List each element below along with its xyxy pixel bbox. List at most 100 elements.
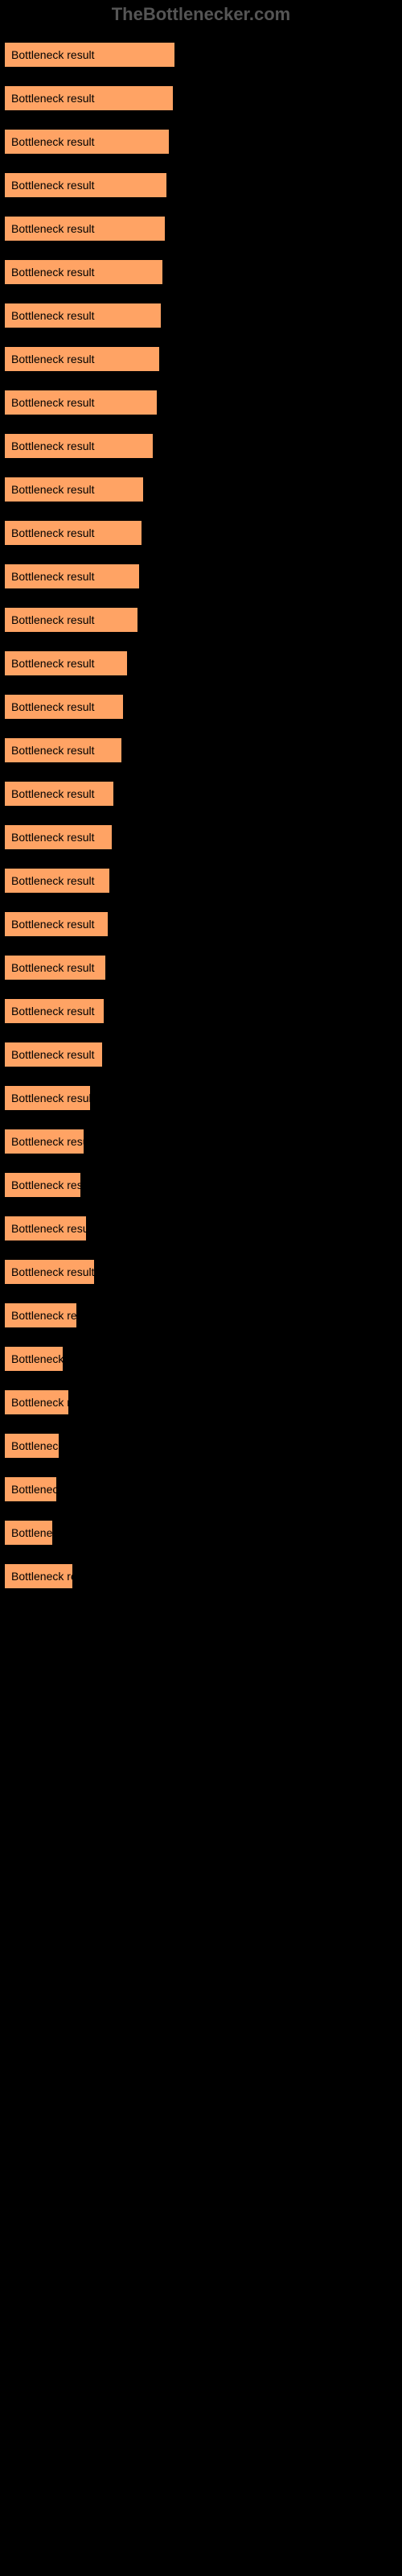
bar-track: Bottleneck result42 [4, 303, 398, 328]
bar-fill: Bottleneck result [4, 172, 167, 198]
bar-inner-label: Bottleneck result [5, 440, 95, 452]
bar-track: Bottleneck result 42 [4, 390, 398, 415]
bar-inner-label: Bottleneck result [5, 266, 95, 279]
bar-group: Bottleneck result43 [4, 129, 398, 155]
bar-inner-label: Bottleneck result [5, 135, 95, 148]
bar-group: Bottleneck result22 [4, 1216, 398, 1241]
bar-group: Bottleneck result26 [4, 1042, 398, 1067]
bar-track: Bottleneck result37 [4, 520, 398, 546]
bar-value: 23 [91, 1085, 109, 1111]
bar-value: 14 [57, 1476, 76, 1502]
bar-fill: Bottleneck result [4, 42, 175, 68]
bar-fill: Bottleneck result [4, 868, 110, 894]
bar-inner-label: Bottleneck result [5, 657, 95, 670]
bar-fill: Bottleneck result [4, 1085, 91, 1111]
bar-track: Bottleneck result36 [4, 607, 398, 633]
bar-fill: Bottleneck result [4, 1476, 57, 1502]
bar-value: 37 [140, 564, 158, 589]
bar-value: 18 [73, 1563, 92, 1589]
bar-value: 44 [174, 85, 192, 111]
bar-value: 29 [110, 868, 129, 894]
bar-group: Bottleneck result42 [4, 303, 398, 328]
bar-fill: Bottleneck result [4, 607, 138, 633]
bar-value: 44 [175, 42, 194, 68]
bar-track: Bottleneck result19 [4, 1302, 398, 1328]
bar-track: Bottleneck result21 [4, 1129, 398, 1154]
bar-fill: Bottleneck result [4, 955, 106, 980]
bar-track: Bottleneck result26 [4, 1042, 398, 1067]
bar-group: Bottleneck result20 [4, 1172, 398, 1198]
bar-track: Bottleneck result 37 [4, 564, 398, 589]
bar-track: Bottleneck result17 [4, 1389, 398, 1415]
bar-group: Bottleneck result14 [4, 1476, 398, 1502]
bar-track: Bottleneck result 44 [4, 85, 398, 111]
bar-value: 32 [122, 737, 141, 763]
bar-group: Bottleneck result43 [4, 172, 398, 198]
bar-value: 37 [142, 520, 161, 546]
bar-value: 32 [124, 694, 142, 720]
bar-track: Bottleneck result14 [4, 1476, 398, 1502]
bar-track: Bottleneck result40 [4, 433, 398, 459]
bar-inner-label: Bottleneck result [5, 1135, 84, 1148]
bar-value: 13 [53, 1520, 72, 1546]
bar-group: Bottleneck result13 [4, 1520, 398, 1546]
watermark-text: TheBottlenecker.com [112, 4, 291, 24]
bar-track: Bottleneck result 44 [4, 42, 398, 68]
bar-group: Bottleneck result18 [4, 1563, 398, 1589]
bar-group: Bottleneck result21 [4, 1129, 398, 1154]
bar-inner-label: Bottleneck result [5, 700, 95, 713]
bar-value: 37 [144, 477, 162, 502]
bar-track: Bottleneck result14 [4, 1433, 398, 1459]
bar-group: Bottleneck result29 [4, 781, 398, 807]
bar-fill: Bottleneck result [4, 85, 174, 111]
bar-group: Bottleneck result 44 [4, 85, 398, 111]
bar-inner-label: Bottleneck result [5, 92, 95, 105]
bar-fill: Bottleneck result [4, 433, 154, 459]
bar-track: Bottleneck result42 [4, 346, 398, 372]
bar-fill: Bottleneck result [4, 694, 124, 720]
bar-group: Bottleneck result37 [4, 477, 398, 502]
bar-value: 36 [138, 607, 157, 633]
bar-value: 43 [167, 172, 186, 198]
bar-inner-label: Bottleneck result [5, 1179, 81, 1191]
bar-value: 29 [113, 824, 131, 850]
bar-value: 42 [160, 346, 178, 372]
bar-track: Bottleneck result43 [4, 172, 398, 198]
bar-value: 42 [158, 390, 176, 415]
bar-group: Bottleneck result 37 [4, 564, 398, 589]
watermark: TheBottlenecker.com [0, 0, 402, 37]
bar-inner-label: Bottleneck result [5, 396, 95, 409]
bar-group: Bottleneck result14 [4, 1433, 398, 1459]
bar-track: Bottleneck result18 [4, 1563, 398, 1589]
bar-track: Bottleneck result23 [4, 1085, 398, 1111]
bar-fill: Bottleneck result [4, 1129, 84, 1154]
bar-track: Bottleneck result 42 [4, 259, 398, 285]
bar-group: Bottleneck result32 [4, 737, 398, 763]
bar-inner-label: Bottleneck result [5, 1265, 95, 1278]
bar-inner-label: Bottleneck result [5, 1439, 59, 1452]
bar-inner-label: Bottleneck result [5, 831, 95, 844]
bar-inner-label: Bottleneck result [5, 1309, 77, 1322]
bar-fill: Bottleneck result [4, 1216, 87, 1241]
bar-track: Bottleneck result 29 [4, 824, 398, 850]
bar-track: Bottleneck result 33 [4, 650, 398, 676]
bar-value: 33 [128, 650, 146, 676]
bar-group: Bottleneck result 42 [4, 390, 398, 415]
bar-fill: Bottleneck result [4, 1563, 73, 1589]
bar-inner-label: Bottleneck result [5, 48, 95, 61]
bar-group: Bottleneck result40 [4, 433, 398, 459]
bar-inner-label: Bottleneck result [5, 1005, 95, 1018]
bar-fill: Bottleneck result [4, 1042, 103, 1067]
bar-value: 17 [69, 1389, 88, 1415]
bar-inner-label: Bottleneck result [5, 570, 95, 583]
bar-value: 42 [163, 259, 182, 285]
bar-value: 20 [81, 1172, 100, 1198]
bar-inner-label: Bottleneck result [5, 1483, 57, 1496]
bar-group: Bottleneck result28 [4, 955, 398, 980]
bar-track: Bottleneck result20 [4, 1172, 398, 1198]
bar-fill: Bottleneck result [4, 737, 122, 763]
bar-value: 19 [77, 1302, 96, 1328]
bar-value: 29 [114, 781, 133, 807]
bar-group: Bottleneck result 44 [4, 42, 398, 68]
bar-inner-label: Bottleneck result [5, 1526, 53, 1539]
